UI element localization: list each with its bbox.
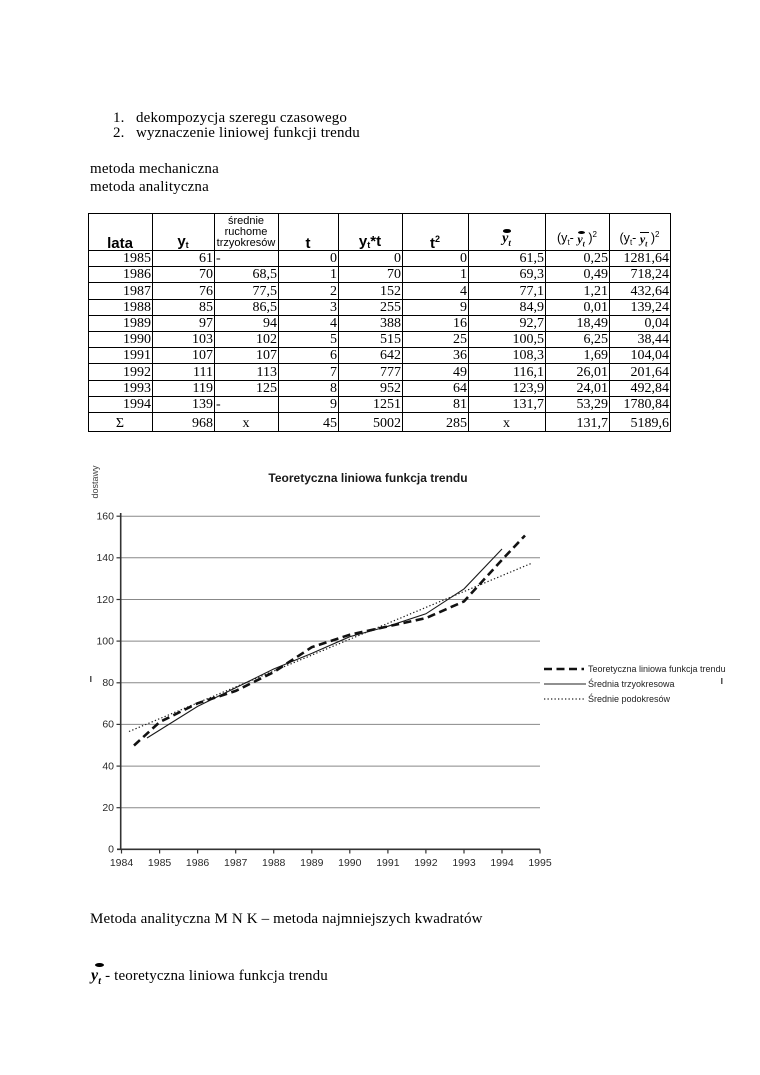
- svg-text:1993: 1993: [452, 857, 476, 869]
- svg-text:1985: 1985: [148, 857, 172, 869]
- svg-text:0: 0: [108, 844, 114, 856]
- svg-text:1986: 1986: [186, 857, 210, 869]
- svg-text:1991: 1991: [376, 857, 400, 869]
- svg-text:Teoretyczna liniowa funkcja tr: Teoretyczna liniowa funkcja trendu: [268, 471, 467, 485]
- svg-text:1984: 1984: [110, 857, 134, 869]
- svg-text:dostawy: dostawy: [90, 465, 100, 499]
- svg-text:1989: 1989: [300, 857, 324, 869]
- svg-text:1994: 1994: [490, 857, 514, 869]
- svg-text:Średnie podokresów: Średnie podokresów: [588, 693, 671, 704]
- svg-text:1992: 1992: [414, 857, 438, 869]
- svg-text:1987: 1987: [224, 857, 248, 869]
- svg-text:80: 80: [102, 677, 114, 689]
- svg-text:100: 100: [96, 635, 114, 647]
- svg-text:1988: 1988: [262, 857, 286, 869]
- svg-text:Średnia trzyokresowa: Średnia trzyokresowa: [588, 678, 675, 689]
- svg-text:120: 120: [96, 594, 114, 606]
- svg-text:20: 20: [102, 802, 114, 814]
- svg-text:1995: 1995: [528, 857, 552, 869]
- svg-text:140: 140: [96, 552, 114, 564]
- svg-text:40: 40: [102, 760, 114, 772]
- svg-text:60: 60: [102, 719, 114, 731]
- svg-text:160: 160: [96, 511, 114, 523]
- svg-text:1990: 1990: [338, 857, 362, 869]
- svg-text:Teoretyczna liniowa funkcja tr: Teoretyczna liniowa funkcja trendu: [588, 664, 726, 674]
